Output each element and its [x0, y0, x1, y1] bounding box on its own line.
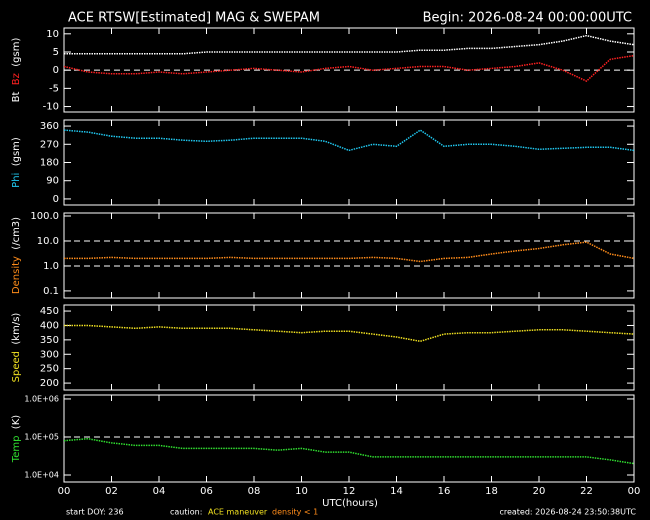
y-axis-label: Density (/cm3)	[11, 217, 22, 294]
x-tick-label: 10	[295, 486, 308, 497]
y-tick-label: 400	[40, 320, 59, 331]
y-label-unit: (K)	[11, 415, 22, 429]
y-tick-label: 10.0	[37, 236, 59, 247]
y-tick-label: 90	[46, 176, 59, 187]
y-tick-label: 10	[46, 29, 59, 40]
y-label-series: Bt	[11, 91, 22, 102]
footer-caution: caution:	[170, 508, 202, 517]
panel-frame	[63, 394, 635, 483]
y-tick-label: 360	[40, 121, 59, 132]
panel-frame	[63, 119, 635, 206]
y-label-series: Phi	[11, 173, 22, 188]
data-line	[63, 54, 635, 82]
y-axis-label: Phi (gsm)	[11, 137, 22, 188]
footer-created: created: 2026-08-24 23:50:38UTC	[499, 508, 636, 517]
y-tick-label: 350	[40, 335, 59, 346]
footer-maneuver: ACE maneuver	[208, 508, 268, 517]
y-tick-label: 450	[40, 306, 59, 317]
y-axis-label: Temp (K)	[11, 415, 22, 463]
y-label-unit: (km/s)	[11, 313, 22, 345]
y-tick-label: 5	[53, 47, 59, 58]
x-tick-label: 00	[628, 486, 641, 497]
y-label-series: Temp	[11, 436, 22, 464]
x-tick-label: 18	[485, 486, 498, 497]
y-tick-label: 100.0	[30, 211, 59, 222]
data-line	[64, 324, 635, 343]
y-tick-label: 1.0E+04	[24, 471, 59, 480]
footer-start: start DOY: 236	[66, 508, 124, 517]
panel-frame	[63, 212, 635, 299]
chart-title: ACE RTSW[Estimated] MAG & SWEPAM	[68, 11, 320, 26]
y-tick-label: 180	[40, 158, 59, 169]
y-tick-label: -10	[43, 102, 59, 113]
data-line	[63, 129, 635, 152]
y-label-unit: (/cm3)	[11, 217, 22, 250]
x-tick-label: 14	[390, 486, 403, 497]
x-tick-label: 08	[248, 486, 261, 497]
y-label-series: Density	[11, 256, 22, 294]
data-line	[63, 437, 635, 465]
data-line	[64, 241, 635, 263]
x-tick-label: 04	[153, 486, 166, 497]
y-tick-label: 1.0E+06	[24, 394, 59, 403]
data-line	[64, 34, 635, 55]
y-axis-label: Bt Bz (gsm)	[11, 38, 22, 103]
y-label-series: Speed	[11, 351, 22, 382]
y-tick-label: 200	[40, 378, 59, 389]
x-tick-label: 16	[438, 486, 451, 497]
y-tick-label: 300	[40, 349, 59, 360]
y-tick-label: 1.0	[43, 261, 59, 272]
y-axis-label: Speed (km/s)	[11, 313, 22, 383]
x-tick-label: 20	[533, 486, 546, 497]
x-tick-label: 12	[343, 486, 356, 497]
y-tick-label: 0	[53, 194, 59, 205]
x-tick-label: 06	[200, 486, 213, 497]
y-tick-label: -5	[49, 83, 59, 94]
y-tick-label: 0.1	[43, 286, 59, 297]
x-tick-label: 02	[105, 486, 118, 497]
y-tick-label: 250	[40, 364, 59, 375]
y-label-unit: (gsm)	[11, 137, 22, 166]
x-tick-label: 00	[58, 486, 71, 497]
y-tick-label: 1.0E+05	[24, 432, 59, 441]
x-axis-label: UTC(hours)	[322, 498, 378, 509]
footer-density: density < 1	[272, 508, 318, 517]
y-label-unit: (gsm)	[11, 38, 22, 67]
y-tick-label: 270	[40, 139, 59, 150]
y-label-series: Bz	[11, 73, 22, 85]
x-tick-label: 22	[580, 486, 593, 497]
y-tick-label: 0	[53, 65, 59, 76]
panel-frame	[63, 304, 635, 391]
begin-time: Begin: 2026-08-24 00:00:00UTC	[423, 11, 632, 26]
